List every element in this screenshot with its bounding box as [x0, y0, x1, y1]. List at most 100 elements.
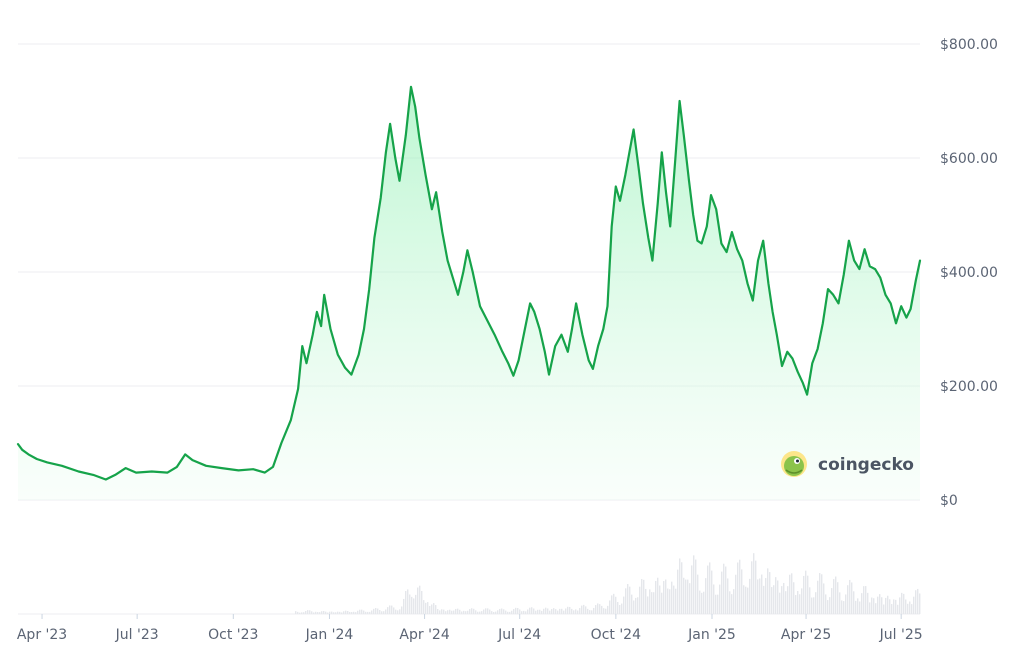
volume-bar: [317, 612, 319, 614]
volume-bar: [661, 592, 663, 614]
volume-bar: [717, 594, 719, 614]
volume-bar: [381, 611, 383, 614]
volume-bar: [303, 612, 305, 614]
volume-bar: [875, 603, 877, 614]
volume-bar: [887, 595, 889, 614]
volume-bar: [547, 608, 549, 614]
volume-bar: [391, 605, 393, 614]
volume-bar: [581, 605, 583, 614]
volume-bar: [783, 582, 785, 614]
volume-bar: [673, 585, 675, 614]
volume-bar: [873, 598, 875, 614]
volume-bar: [609, 600, 611, 614]
volume-bar: [605, 608, 607, 614]
volume-bar: [651, 592, 653, 614]
volume-bar: [653, 592, 655, 614]
volume-bar: [737, 562, 739, 614]
volume-bar: [539, 609, 541, 614]
volume-bar: [535, 610, 537, 614]
volume-bar: [791, 573, 793, 614]
volume-bar: [695, 559, 697, 614]
volume-bar: [509, 611, 511, 614]
x-axis-ticks: Apr '23 Jul '23 Oct '23 Jan '24 Apr '24 Jul '…: [17, 614, 923, 643]
volume-bar: [389, 605, 391, 614]
volume-bar: [513, 609, 515, 614]
volume-bar: [657, 577, 659, 614]
volume-bar: [553, 608, 555, 614]
x-tick-label: Jul '25: [879, 627, 923, 643]
coingecko-watermark: coingecko: [781, 451, 914, 477]
volume-bar: [719, 584, 721, 614]
x-tick-label: Apr '24: [399, 627, 449, 643]
volume-bar: [679, 558, 681, 614]
volume-bar: [367, 611, 369, 614]
volume-bar: [863, 586, 865, 614]
x-tick-label: Apr '25: [781, 627, 831, 643]
volume-bar: [373, 608, 375, 614]
volume-bar: [709, 562, 711, 614]
volume-bar: [541, 610, 543, 614]
volume-bar: [913, 596, 915, 614]
volume-bar: [383, 611, 385, 614]
volume-bar: [681, 562, 683, 614]
volume-bar: [481, 611, 483, 614]
volume-bar: [295, 611, 297, 614]
volume-bar: [621, 603, 623, 614]
volume-bar: [705, 578, 707, 614]
volume-bar: [351, 611, 353, 614]
volume-bar: [565, 608, 567, 614]
volume-bar: [865, 586, 867, 614]
volume-bar: [615, 596, 617, 614]
volume-bar: [755, 560, 757, 614]
x-tick-label: Jul '23: [115, 627, 159, 643]
volume-bar: [883, 604, 885, 614]
volume-bar: [823, 583, 825, 614]
y-tick-label: $0: [940, 493, 958, 509]
volume-bar: [849, 579, 851, 614]
volume-bar: [483, 609, 485, 614]
price-line-group: [16, 85, 922, 481]
x-tick-label: Jan '25: [687, 627, 736, 643]
volume-bar: [821, 574, 823, 614]
volume-bar: [641, 579, 643, 614]
volume-bar: [375, 608, 377, 614]
volume-bar: [361, 609, 363, 614]
volume-bar: [349, 611, 351, 614]
volume-bar: [403, 598, 405, 614]
volume-bar: [699, 590, 701, 614]
volume-bar: [877, 596, 879, 614]
volume-bar: [901, 592, 903, 614]
volume-bar: [853, 591, 855, 614]
volume-bar: [577, 610, 579, 614]
volume-bar: [467, 610, 469, 614]
volume-bar: [523, 610, 525, 614]
volume-bar: [587, 608, 589, 614]
volume-bar: [795, 595, 797, 614]
volume-bar: [537, 609, 539, 614]
volume-bar: [353, 611, 355, 614]
volume-bar: [665, 579, 667, 614]
volume-bar: [407, 589, 409, 614]
volume-bar: [487, 608, 489, 614]
volume-bar: [825, 594, 827, 614]
volume-bar: [545, 607, 547, 614]
volume-bar: [443, 609, 445, 614]
volume-bar: [425, 602, 427, 614]
volume-bar: [583, 604, 585, 614]
volume-bar: [687, 579, 689, 614]
volume-bar: [473, 608, 475, 614]
volume-bar: [915, 590, 917, 614]
volume-bar: [593, 607, 595, 614]
volume-bar: [829, 597, 831, 614]
volume-bar: [807, 575, 809, 614]
volume-bar: [479, 611, 481, 614]
volume-bar: [741, 569, 743, 614]
volume-bar: [861, 593, 863, 614]
volume-bar: [507, 611, 509, 614]
volume-bar: [867, 592, 869, 614]
volume-bar: [751, 561, 753, 614]
volume-bar: [697, 574, 699, 614]
volume-bar: [451, 610, 453, 614]
volume-bar: [529, 607, 531, 614]
volume-bar: [815, 592, 817, 614]
